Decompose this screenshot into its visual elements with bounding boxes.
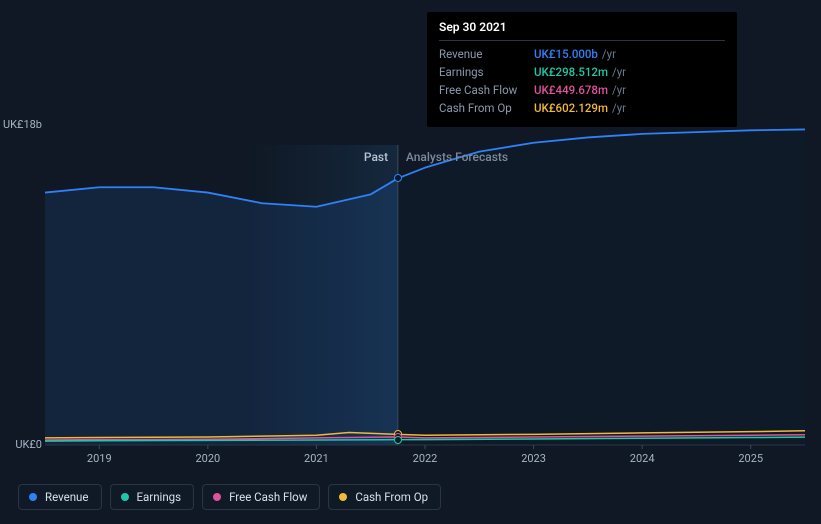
tooltip-row: RevenueUK£15.000b/yr	[439, 45, 725, 63]
tooltip-row-label: Revenue	[439, 47, 534, 61]
chart-legend: Revenue Earnings Free Cash Flow Cash From O…	[18, 484, 441, 510]
tooltip-row-label: Free Cash Flow	[439, 83, 534, 97]
x-axis-label: 2024	[630, 452, 655, 465]
tooltip-row-unit: /yr	[602, 47, 616, 61]
legend-dot-icon	[339, 493, 347, 501]
y-axis-label: UK£0	[2, 438, 42, 451]
x-axis-label: 2022	[413, 452, 438, 465]
tooltip-row: EarningsUK£298.512m/yr	[439, 63, 725, 81]
tooltip-row-unit: /yr	[612, 83, 626, 97]
forecast-label: Analysts Forecasts	[406, 150, 508, 164]
x-axis-label: 2020	[195, 452, 220, 465]
legend-dot-icon	[29, 493, 37, 501]
tooltip-title: Sep 30 2021	[439, 20, 725, 41]
legend-item-revenue[interactable]: Revenue	[18, 484, 102, 510]
past-label: Past	[364, 150, 388, 164]
tooltip-row-value: UK£298.512m	[534, 65, 608, 79]
chart-tooltip: Sep 30 2021 RevenueUK£15.000b/yrEarnings…	[427, 12, 737, 127]
y-axis-label: UK£18b	[2, 118, 42, 131]
tooltip-row-unit: /yr	[612, 65, 626, 79]
legend-item-free_cash_flow[interactable]: Free Cash Flow	[202, 484, 320, 510]
x-axis-label: 2021	[304, 452, 329, 465]
tooltip-row-value: UK£602.129m	[534, 101, 608, 115]
legend-item-earnings[interactable]: Earnings	[110, 484, 195, 510]
tooltip-row-value: UK£15.000b	[534, 47, 598, 61]
tooltip-row: Free Cash FlowUK£449.678m/yr	[439, 81, 725, 99]
legend-label: Revenue	[45, 490, 89, 504]
x-axis-label: 2025	[738, 452, 763, 465]
legend-label: Cash From Op	[355, 490, 428, 504]
tooltip-row: Cash From OpUK£602.129m/yr	[439, 99, 725, 117]
tooltip-row-unit: /yr	[612, 101, 626, 115]
series-marker-earnings	[394, 436, 402, 444]
x-axis-label: 2019	[87, 452, 112, 465]
tooltip-row-value: UK£449.678m	[534, 83, 608, 97]
tooltip-row-label: Earnings	[439, 65, 534, 79]
series-marker-revenue	[394, 174, 402, 182]
legend-item-cash_from_op[interactable]: Cash From Op	[328, 484, 441, 510]
legend-dot-icon	[121, 493, 129, 501]
legend-label: Free Cash Flow	[229, 490, 307, 504]
legend-dot-icon	[213, 493, 221, 501]
tooltip-row-label: Cash From Op	[439, 101, 534, 115]
x-axis-label: 2023	[521, 452, 546, 465]
legend-label: Earnings	[137, 490, 182, 504]
